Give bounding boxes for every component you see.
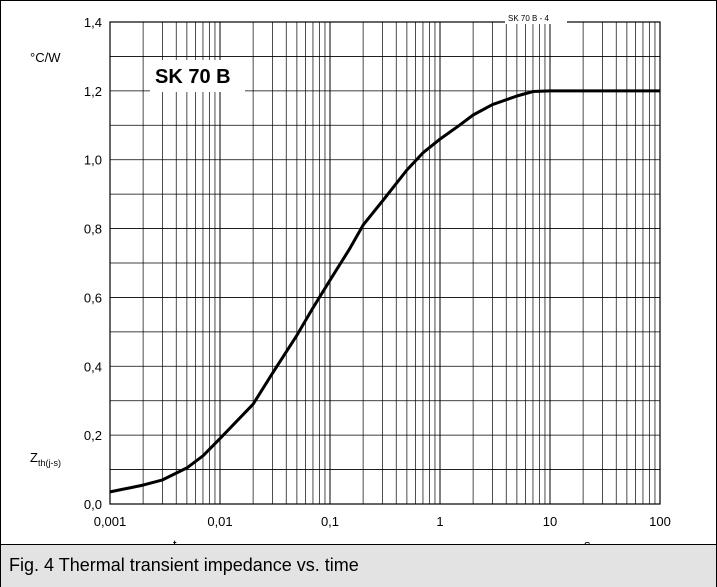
y-tick-label: 0,0 [84, 497, 102, 512]
figure-caption: Fig. 4 Thermal transient impedance vs. t… [9, 555, 359, 575]
tick-labels: 0,0 0,2 0,4 0,6 0,8 1,0 1,2 1,4 0,001 0,01 0,1 1 10 1… [84, 15, 671, 529]
x-unit-label: s [584, 537, 591, 544]
y-tick-label: 0,8 [84, 222, 102, 237]
y-unit-label: °C/W [30, 50, 61, 65]
zth-curve [109, 89, 660, 494]
x-tick-label: 0,1 [321, 514, 339, 529]
x-tick-label: 1 [436, 514, 443, 529]
device-label: SK 70 B [155, 66, 231, 88]
x-tick-label: 0,001 [94, 514, 127, 529]
code-label: SK 70 B - 4 [508, 14, 549, 23]
x-tick-label: 0,01 [207, 514, 232, 529]
plot-border [109, 21, 661, 505]
y-tick-label: 0,4 [84, 359, 102, 374]
thermal-impedance-chart: 0,0 0,2 0,4 0,6 0,8 1,0 1,2 1,4 0,001 0,01 0,1 1 10 1… [30, 12, 671, 544]
y-tick-label: 1,0 [84, 153, 102, 168]
y-axis-label: Zth(j-s) [30, 450, 61, 468]
code-label-background [505, 12, 567, 24]
grid [109, 22, 660, 504]
y-tick-label: 0,2 [84, 428, 102, 443]
x-tick-label: 100 [649, 514, 671, 529]
y-tick-label: 1,2 [84, 84, 102, 99]
x-tick-label: 10 [543, 514, 557, 529]
caption-bar: Fig. 4 Thermal transient impedance vs. t… [1, 544, 716, 587]
x-axis-label: t [173, 537, 177, 544]
y-tick-label: 1,4 [84, 15, 102, 30]
y-tick-label: 0,6 [84, 290, 102, 305]
device-label-background [150, 60, 245, 92]
